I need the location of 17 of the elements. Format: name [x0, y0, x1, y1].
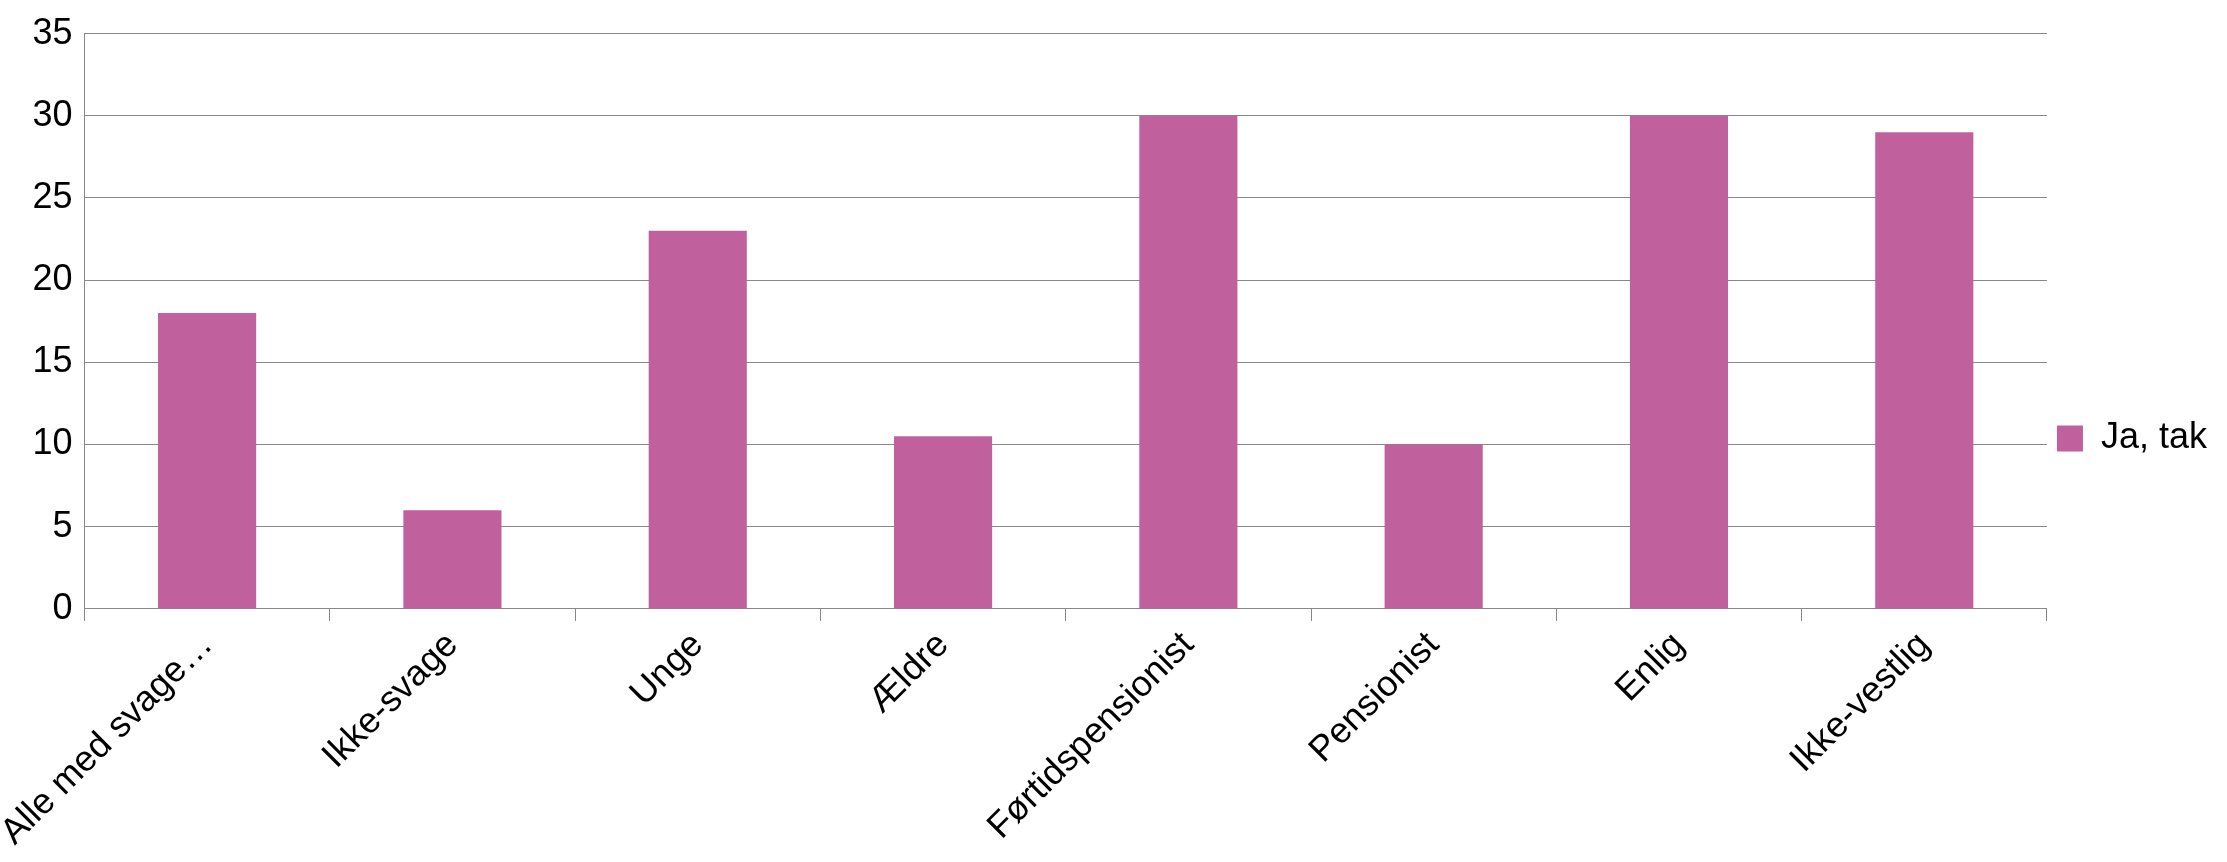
bar: [1629, 115, 1729, 609]
y-tick-label: 0: [52, 585, 73, 627]
y-tick-label: 10: [32, 421, 73, 463]
bar: [893, 436, 993, 609]
y-tick-label: 15: [32, 339, 73, 381]
bar: [1875, 132, 1974, 609]
bar: [648, 230, 747, 609]
bar: [1384, 444, 1483, 609]
bar: [158, 313, 257, 609]
y-tick-label: 35: [32, 10, 73, 52]
bar: [1139, 115, 1238, 609]
legend-label: Ja, tak: [2100, 415, 2208, 457]
y-tick-label: 25: [32, 174, 73, 216]
bar: [403, 510, 502, 609]
y-tick-label: 30: [32, 92, 73, 134]
y-tick-label: 20: [32, 257, 73, 299]
y-tick-label: 5: [52, 503, 73, 545]
